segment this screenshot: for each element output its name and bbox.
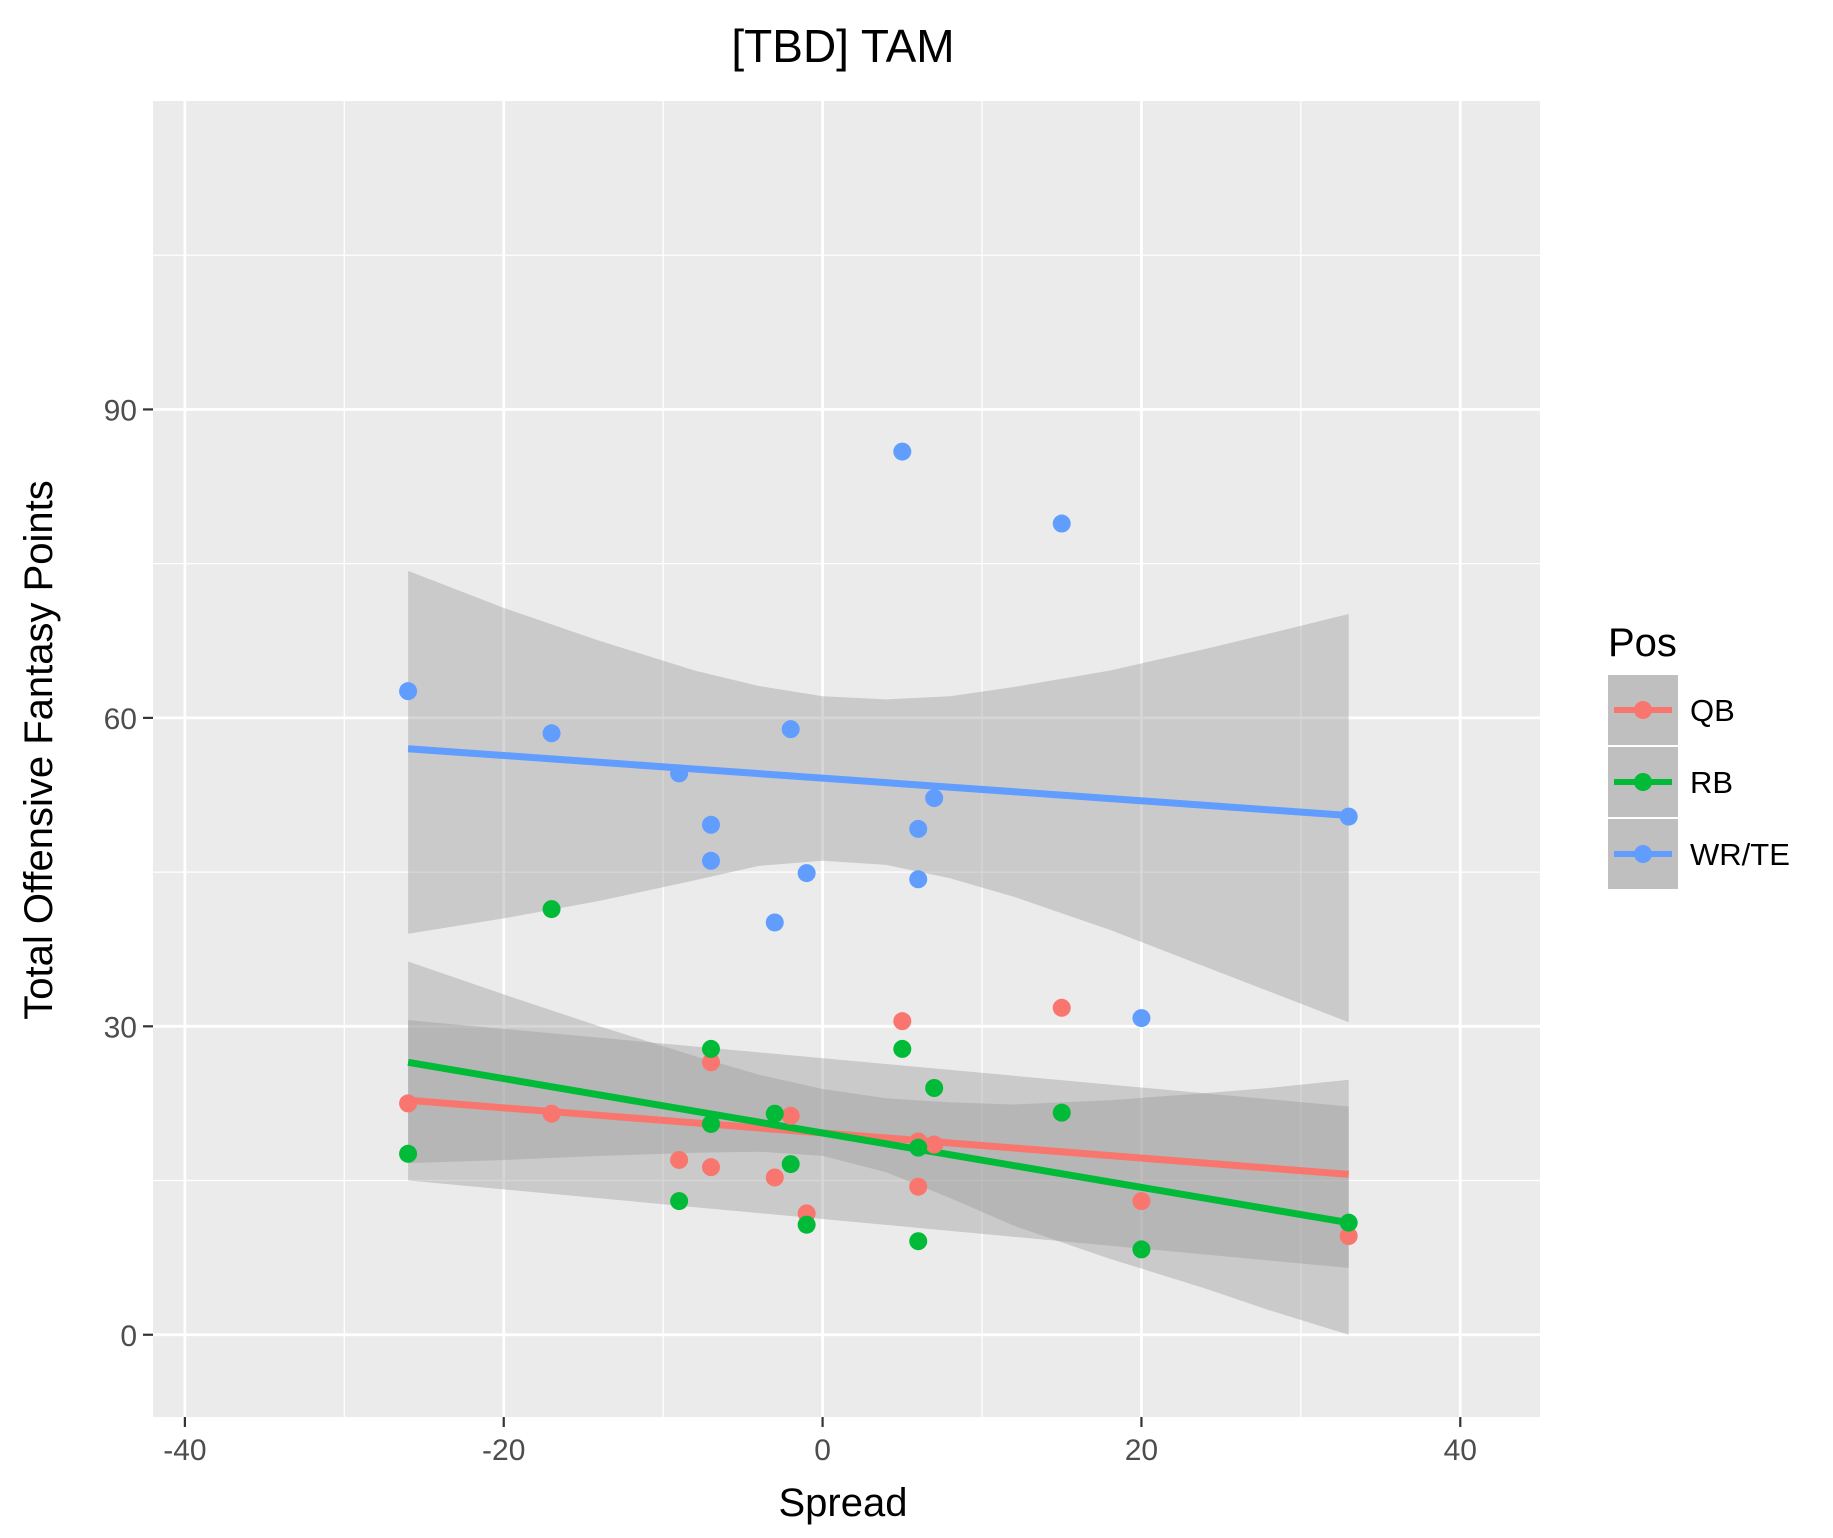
- data-point-rb: [1132, 1240, 1151, 1259]
- plot-panel: [153, 101, 1540, 1417]
- legend-key-qb: QB: [1608, 675, 1735, 745]
- fit-line-qb: [407, 1096, 1349, 1178]
- data-point-wr-te: [701, 851, 720, 870]
- data-point-qb: [1052, 998, 1071, 1017]
- data-point-rb: [701, 1114, 720, 1133]
- data-point-qb: [909, 1177, 928, 1196]
- data-point-qb: [399, 1094, 418, 1113]
- x-axis-title: Spread: [779, 1481, 908, 1525]
- data-point-wr-te: [701, 815, 720, 834]
- data-point-qb: [893, 1012, 912, 1031]
- x-tick-label: -20: [482, 1434, 525, 1467]
- data-point-rb: [781, 1155, 800, 1174]
- data-point-wr-te: [1052, 514, 1071, 533]
- legend: Pos QB RB WR/TE: [1608, 621, 1790, 889]
- data-point-rb: [1052, 1103, 1071, 1122]
- y-tick-label: 0: [120, 1320, 137, 1353]
- data-point-wr-te: [542, 724, 561, 743]
- data-point-wr-te: [765, 913, 784, 932]
- data-point-rb: [1339, 1213, 1358, 1232]
- data-point-wr-te: [399, 682, 418, 701]
- data-point-wr-te: [909, 870, 928, 889]
- confidence-band-wr-te: [408, 570, 1349, 1023]
- legend-keys: QB RB WR/TE: [1608, 675, 1790, 889]
- x-tick-label: 20: [1125, 1434, 1158, 1467]
- data-point-qb: [1339, 1227, 1358, 1246]
- y-axis-title: Total Offensive Fantasy Points: [17, 480, 61, 1020]
- data-point-qb: [701, 1158, 720, 1177]
- legend-label: RB: [1690, 765, 1733, 800]
- data-point-wr-te: [1339, 807, 1358, 826]
- legend-title: Pos: [1608, 621, 1677, 665]
- data-point-qb: [925, 1135, 944, 1154]
- axes: -40 -20 0 20 40 0 30 60 90: [104, 394, 1477, 1467]
- x-tick-label: -40: [163, 1434, 206, 1467]
- data-point-wr-te: [797, 864, 816, 883]
- data-point-wr-te: [1132, 1009, 1151, 1028]
- confidence-band-rb: [408, 961, 1349, 1335]
- data-point-wr-te: [925, 789, 944, 808]
- y-tick-label: 90: [104, 394, 137, 427]
- legend-key-rb: RB: [1608, 747, 1733, 817]
- x-tick-label: 40: [1444, 1434, 1477, 1467]
- data-point-qb: [542, 1104, 561, 1123]
- data-point-rb: [399, 1144, 418, 1163]
- data-point-wr-te: [909, 819, 928, 838]
- data-point-rb: [765, 1104, 784, 1123]
- legend-label: WR/TE: [1690, 837, 1790, 872]
- data-point-qb: [701, 1053, 720, 1072]
- data-point-rb: [542, 900, 561, 919]
- legend-key-point: [1634, 773, 1652, 791]
- y-tick-label: 60: [104, 703, 137, 736]
- data-point-qb: [781, 1106, 800, 1125]
- y-tick-label: 30: [104, 1011, 137, 1044]
- legend-key-point: [1634, 845, 1652, 863]
- data-point-rb: [893, 1039, 912, 1058]
- data-point-rb: [909, 1232, 928, 1251]
- legend-key-wr-te: WR/TE: [1608, 819, 1790, 889]
- data-point-wr-te: [781, 720, 800, 739]
- x-tick-label: 0: [814, 1434, 831, 1467]
- data-points: [399, 442, 1358, 1259]
- chart-title: [TBD] TAM: [731, 20, 954, 72]
- data-point-qb: [670, 1150, 689, 1169]
- major-gridlines: [153, 101, 1540, 1417]
- data-point-wr-te: [893, 442, 912, 461]
- data-point-wr-te: [670, 764, 689, 783]
- fit-line-wr-te: [407, 745, 1349, 819]
- data-point-rb: [797, 1215, 816, 1234]
- legend-label: QB: [1690, 693, 1735, 728]
- data-point-rb: [670, 1192, 689, 1211]
- data-point-rb: [925, 1079, 944, 1097]
- fit-line-rb: [407, 1058, 1350, 1227]
- minor-gridlines: [153, 101, 1540, 1417]
- legend-key-point: [1634, 701, 1652, 719]
- data-point-qb: [1132, 1192, 1151, 1211]
- data-point-rb: [701, 1039, 720, 1058]
- data-point-rb: [909, 1138, 928, 1157]
- data-point-qb: [765, 1168, 784, 1187]
- regression-lines: [407, 745, 1350, 1227]
